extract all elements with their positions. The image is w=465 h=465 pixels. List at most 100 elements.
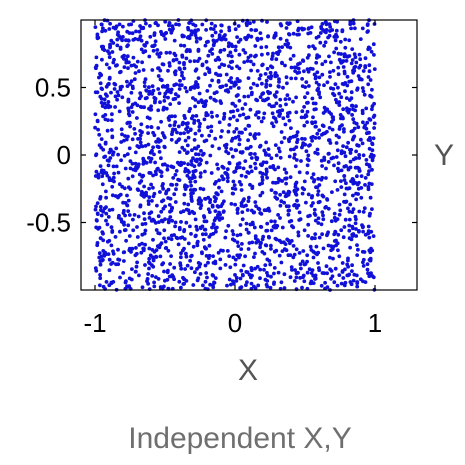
scatter-point [354, 149, 358, 154]
scatter-point [110, 50, 115, 54]
scatter-point [147, 260, 151, 265]
scatter-point [131, 38, 136, 42]
scatter-point [328, 25, 333, 29]
scatter-point [351, 234, 355, 238]
scatter-point [216, 78, 221, 83]
scatter-point [192, 59, 197, 63]
scatter-point [353, 221, 358, 226]
scatter-point [321, 217, 326, 222]
scatter-point [156, 231, 161, 236]
scatter-point [142, 184, 147, 189]
scatter-point [150, 92, 155, 96]
scatter-point [151, 145, 156, 150]
scatter-point [235, 118, 240, 123]
scatter-point [98, 262, 103, 267]
scatter-point [269, 156, 274, 161]
scatter-point [106, 100, 111, 104]
scatter-point [350, 58, 355, 62]
scatter-point [154, 139, 159, 144]
scatter-point [274, 90, 279, 94]
scatter-point [156, 126, 161, 130]
scatter-point [284, 170, 289, 175]
scatter-point [128, 187, 133, 191]
scatter-point [130, 137, 135, 142]
scatter-point [197, 124, 202, 129]
scatter-point [94, 169, 99, 174]
scatter-point [244, 283, 248, 287]
scatter-point [329, 276, 333, 281]
scatter-point [256, 283, 261, 288]
scatter-point [206, 260, 210, 265]
scatter-point [357, 52, 362, 57]
scatter-point [320, 193, 325, 198]
scatter-point [169, 164, 174, 169]
scatter-point [151, 185, 155, 190]
scatter-point [244, 174, 248, 179]
scatter-point [184, 279, 189, 283]
scatter-point [123, 134, 127, 138]
scatter-point [182, 113, 187, 118]
scatter-point [142, 80, 147, 85]
scatter-point [227, 64, 231, 69]
scatter-point [218, 257, 223, 262]
scatter-point [317, 235, 322, 240]
scatter-point [244, 21, 249, 26]
scatter-point [297, 251, 302, 255]
scatter-point [367, 63, 372, 68]
scatter-point [359, 137, 363, 142]
scatter-point [233, 202, 238, 207]
scatter-point [303, 95, 307, 100]
scatter-point [340, 269, 345, 273]
scatter-point [346, 140, 350, 145]
scatter-point [193, 83, 198, 87]
scatter-point [227, 277, 232, 282]
scatter-point [159, 170, 164, 175]
scatter-point [131, 55, 136, 60]
scatter-point [309, 25, 314, 30]
scatter-point [278, 104, 283, 108]
scatter-point [278, 216, 282, 220]
scatter-point [160, 262, 165, 267]
scatter-point [247, 195, 251, 200]
scatter-point [112, 87, 117, 91]
scatter-point [107, 27, 112, 31]
scatter-point [245, 208, 250, 212]
scatter-point [258, 267, 263, 272]
scatter-point [302, 69, 306, 74]
scatter-point [323, 109, 328, 113]
scatter-point [100, 174, 105, 179]
scatter-point [194, 114, 199, 118]
scatter-point [350, 210, 355, 215]
scatter-point [183, 267, 188, 271]
scatter-point [243, 50, 248, 55]
scatter-point [306, 153, 311, 158]
scatter-point [135, 103, 140, 108]
scatter-point [219, 29, 224, 34]
scatter-point [157, 245, 162, 250]
scatter-point [218, 85, 223, 90]
scatter-point [110, 230, 115, 234]
scatter-point [174, 187, 178, 192]
scatter-point [356, 125, 361, 130]
scatter-point [345, 106, 349, 111]
scatter-point [206, 125, 210, 130]
scatter-point [308, 244, 313, 249]
scatter-point [170, 218, 175, 223]
scatter-point [169, 182, 174, 187]
scatter-point [149, 104, 154, 109]
scatter-point [272, 266, 277, 270]
scatter-point [310, 268, 315, 272]
scatter-point [268, 70, 273, 75]
scatter-point [196, 144, 201, 149]
scatter-point [306, 192, 311, 197]
scatter-point [204, 246, 209, 251]
scatter-point [275, 196, 280, 201]
scatter-point [325, 271, 329, 276]
scatter-point [143, 77, 148, 82]
scatter-point [138, 136, 143, 141]
scatter-point [358, 63, 363, 68]
scatter-point [281, 116, 286, 121]
scatter-point [156, 166, 160, 171]
scatter-point [120, 95, 125, 100]
scatter-point [204, 40, 209, 44]
